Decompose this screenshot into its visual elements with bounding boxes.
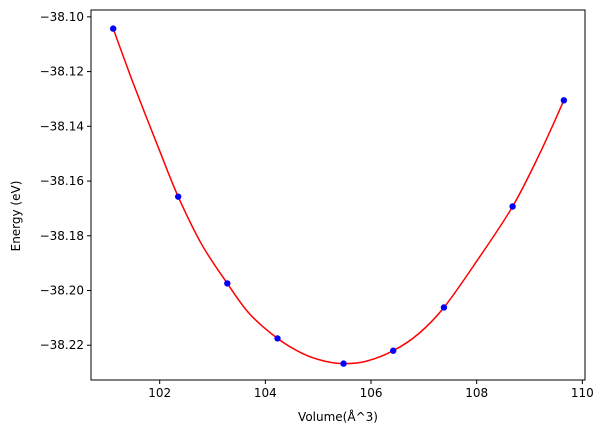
y-tick-label: −38.12 <box>40 65 84 79</box>
data-point <box>509 203 516 210</box>
data-point <box>224 280 231 287</box>
data-point <box>274 335 281 342</box>
x-tick-label: 104 <box>254 386 277 400</box>
y-tick-label: −38.16 <box>40 174 84 188</box>
y-tick-label: −38.14 <box>40 119 84 133</box>
x-tick-label: 110 <box>571 386 594 400</box>
y-tick-label: −38.10 <box>40 10 84 24</box>
data-point <box>390 347 397 354</box>
y-tick-label: −38.18 <box>40 229 84 243</box>
data-point <box>560 97 568 104</box>
y-axis-label: Energy (eV) <box>9 181 23 252</box>
x-tick-label: 102 <box>148 386 171 400</box>
plot-area <box>109 25 568 367</box>
data-point <box>109 25 117 32</box>
data-point <box>340 360 347 367</box>
data-point <box>174 193 182 200</box>
y-tick-label: −38.22 <box>40 338 84 352</box>
x-axis-ticks: 102 104 106 108 110 <box>148 380 594 400</box>
axes-frame <box>90 9 586 381</box>
x-tick-label: 108 <box>465 386 488 400</box>
x-tick-label: 106 <box>360 386 383 400</box>
y-tick-label: −38.20 <box>40 284 84 298</box>
x-axis-label: Volume(Å^3) <box>298 409 378 424</box>
y-axis-ticks: −38.10 −38.12 −38.14 −38.16 −38.18 −38.20 −38.… <box>40 10 91 352</box>
data-point <box>440 304 448 311</box>
